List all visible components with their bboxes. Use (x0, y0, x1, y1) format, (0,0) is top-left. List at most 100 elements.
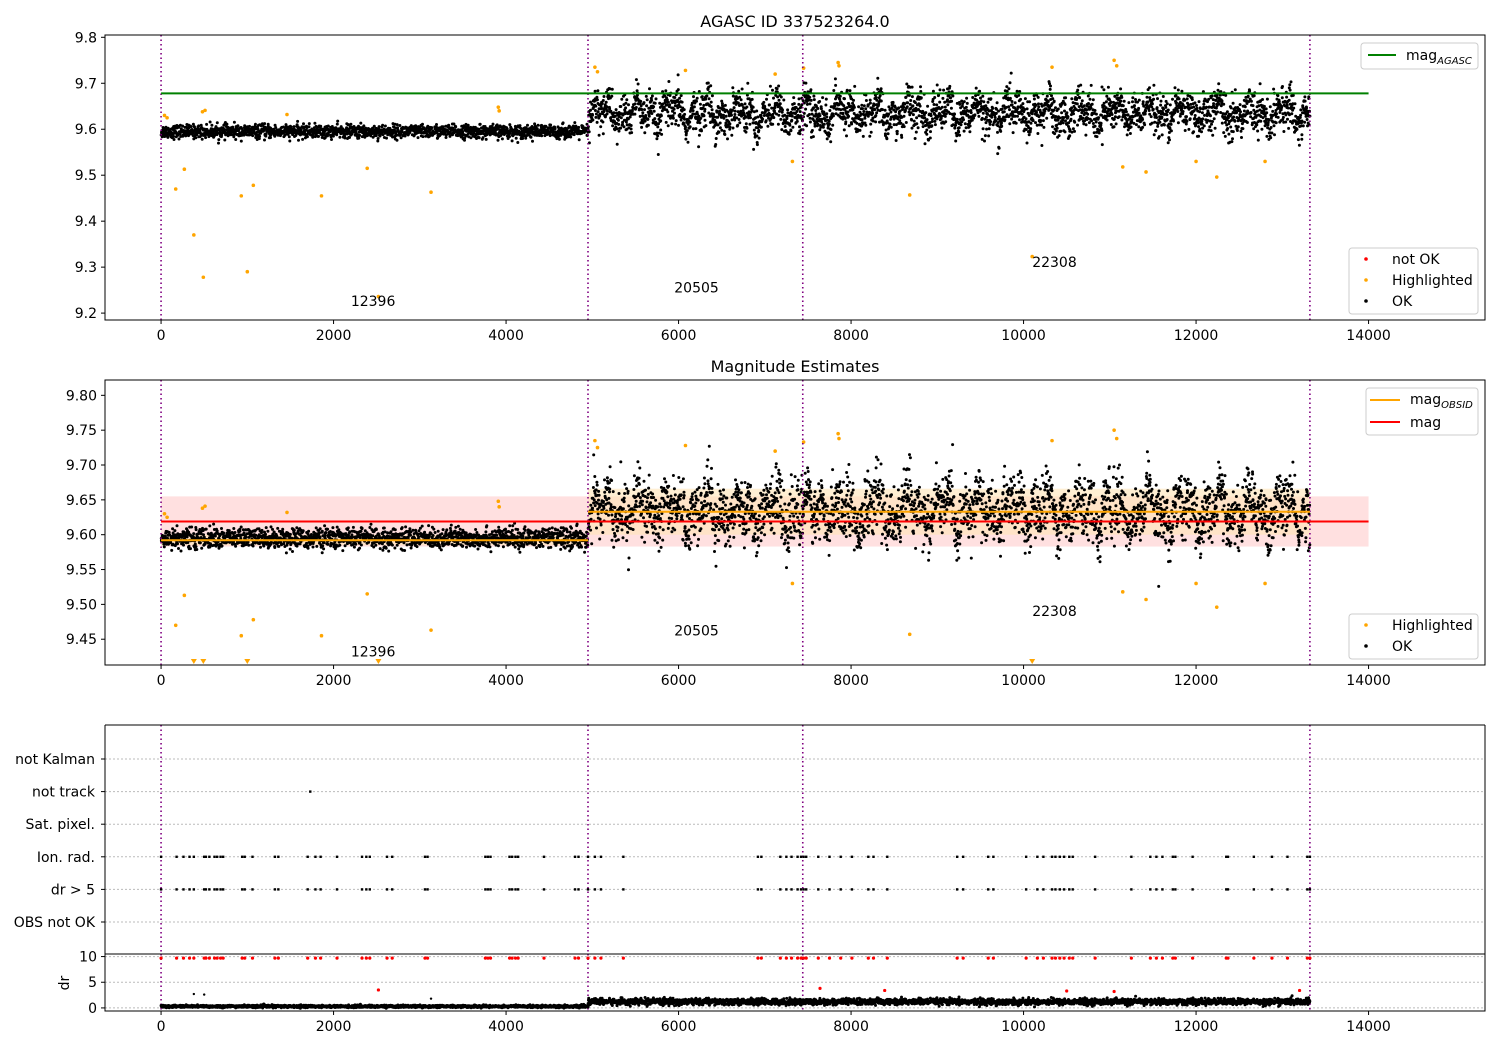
ok-point (674, 119, 678, 123)
ok-point (1300, 133, 1304, 137)
ok-point (430, 126, 434, 130)
ok-point (212, 522, 216, 526)
ok-point (1122, 99, 1126, 103)
ok-point (1100, 129, 1104, 132)
ok-point (703, 118, 707, 122)
ok-point (1287, 98, 1291, 102)
ok-point (787, 132, 791, 136)
ok-point (671, 116, 675, 120)
ok-point (1241, 127, 1245, 131)
ok-point (1143, 112, 1147, 116)
ok-point (993, 116, 997, 119)
ok-point (891, 100, 895, 104)
ok-point (599, 125, 603, 129)
legend-highlighted-label: Highlighted (1392, 273, 1473, 289)
ok-point (1223, 134, 1227, 138)
ok-point (1154, 113, 1158, 117)
ok-point (1113, 115, 1117, 119)
ok-point (783, 125, 787, 128)
ok-point (1280, 106, 1284, 110)
ok-point (700, 95, 704, 99)
highlighted-point (429, 190, 433, 195)
ok-point (1145, 95, 1149, 99)
ok-point (960, 99, 964, 103)
ok-point (987, 127, 991, 131)
ok-point (173, 529, 177, 533)
ok-point (812, 98, 816, 102)
ok-point (478, 122, 482, 126)
ok-point (496, 138, 500, 142)
ok-point (714, 137, 718, 140)
ok-point (1010, 103, 1014, 107)
ok-point (1159, 99, 1163, 103)
x-tick-label: 8000 (833, 328, 869, 344)
ok-point (1051, 125, 1054, 129)
ok-point (629, 127, 633, 131)
ok-point (1016, 114, 1019, 118)
ok-point (705, 94, 709, 98)
ok-point (940, 126, 944, 130)
ok-point (448, 134, 452, 138)
ok-point (981, 94, 985, 98)
ok-point (329, 129, 333, 133)
ok-point (1158, 120, 1162, 124)
ok-point (217, 138, 221, 142)
ok-point (1195, 106, 1199, 110)
ok-point (853, 84, 857, 88)
ok-point (1125, 133, 1129, 137)
ok-point (827, 119, 831, 123)
ok-point (895, 129, 899, 133)
ok-point (1046, 100, 1050, 103)
ok-point (819, 107, 823, 111)
ok-point (374, 134, 378, 138)
ok-point (659, 128, 663, 132)
ok-point (477, 136, 481, 140)
highlighted-point (365, 166, 370, 171)
ok-point (659, 119, 663, 123)
ok-point (1288, 88, 1292, 92)
ok-point (714, 143, 718, 146)
ok-point (825, 137, 829, 141)
ok-point (764, 119, 768, 123)
ok-point (916, 126, 920, 130)
ok-point (1269, 136, 1273, 140)
ok-point (1020, 112, 1024, 116)
ok-point (1005, 89, 1009, 93)
ok-point (987, 134, 991, 138)
ok-point (1137, 125, 1141, 129)
ok-point (549, 123, 553, 127)
ok-point (172, 135, 176, 138)
ok-point (1029, 121, 1033, 125)
ok-point (1154, 128, 1158, 132)
ok-point (491, 122, 495, 126)
ok-point (1100, 143, 1104, 147)
ok-point (931, 89, 935, 93)
ok-point (678, 96, 682, 100)
ok-point (1259, 119, 1263, 123)
ok-point (1192, 130, 1196, 134)
highlighted-point (496, 105, 501, 109)
ok-point (852, 98, 855, 102)
ok-point (918, 104, 922, 108)
ok-point (744, 122, 748, 126)
agasc-legend-lower: not OK Highlighted OK (1348, 247, 1479, 315)
agasc-legend-upper: magAGASC (1360, 42, 1479, 70)
ok-point (941, 96, 945, 100)
ok-point (737, 89, 741, 93)
ok-point (336, 119, 340, 123)
ok-point (746, 81, 750, 85)
ok-point (702, 114, 706, 118)
ok-point (377, 125, 381, 129)
ok-point (1086, 94, 1090, 98)
ok-point (879, 99, 883, 103)
ok-point (210, 123, 214, 127)
ok-point (1272, 124, 1276, 128)
ok-point (1265, 111, 1269, 115)
ok-point (1035, 110, 1038, 114)
ok-point (646, 123, 650, 127)
ok-point (483, 125, 487, 128)
ok-point (755, 109, 759, 113)
ok-point (1109, 123, 1113, 126)
ok-point (335, 122, 339, 126)
ok-point (1097, 116, 1101, 120)
